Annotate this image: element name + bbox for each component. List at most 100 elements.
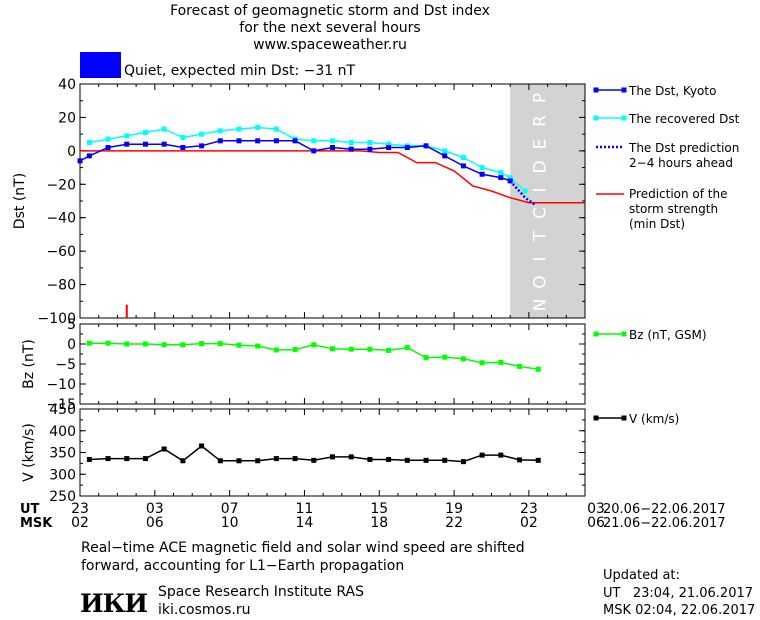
prediction-label-char: D (531, 160, 551, 173)
status-color-box (80, 52, 121, 78)
dst-kyoto-point (442, 153, 448, 159)
y-tick-label: −60 (46, 244, 76, 260)
dst-recovered-point (311, 138, 317, 144)
bz-point (311, 342, 317, 348)
msk-date-range: 21.06−22.06.2017 (603, 516, 726, 531)
msk-axis-label: MSK (20, 516, 53, 531)
v-legend-marker (593, 415, 599, 421)
ut-tick-label: 03 (587, 501, 605, 517)
dst-kyoto-point (199, 143, 205, 149)
v-point (442, 457, 448, 463)
msk-tick-label: 02 (71, 515, 89, 531)
dst-kyoto-point (180, 145, 186, 151)
bz-point (330, 346, 335, 352)
v-point (367, 456, 373, 462)
v-point (330, 454, 335, 460)
v-point (386, 456, 392, 462)
v-point (479, 452, 485, 458)
dst-recovered-point (86, 140, 92, 145)
dst-kyoto-point (142, 141, 148, 147)
dst-kyoto-point (367, 146, 373, 152)
v-point (180, 458, 186, 464)
v-point (217, 458, 223, 464)
dst-recovered-line (89, 126, 526, 192)
prediction-label-char: C (531, 207, 551, 219)
bz-point (460, 356, 466, 362)
chart-title: Forecast of geomagnetic storm and Dst in… (170, 3, 490, 19)
dst-kyoto-point (479, 171, 485, 177)
y-tick-label: −20 (46, 177, 76, 193)
ut-axis-label: UT (20, 502, 40, 517)
bz-legend-marker (593, 331, 599, 337)
bz-point (367, 346, 373, 352)
legend-dst-prediction: The Dst prediction 2−4 hours ahead (629, 141, 740, 170)
prediction-label-char: T (531, 230, 551, 242)
y-tick-label: −100 (38, 311, 76, 327)
dst-kyoto-point (311, 148, 317, 154)
y-tick-label: 250 (49, 489, 76, 505)
v-point (142, 456, 148, 462)
dst-kyoto-point (292, 138, 298, 144)
v-point (199, 443, 205, 449)
v-point (423, 457, 429, 463)
y-tick-label: −10 (46, 377, 76, 393)
updated-msk: MSK 02:04, 22.06.2017 (603, 603, 756, 618)
msk-tick-label: 18 (370, 515, 388, 531)
prediction-label-char: R (531, 115, 551, 127)
note-line-2: forward, accounting for L1−Earth propaga… (81, 558, 405, 574)
dst-kyoto-point (161, 141, 167, 147)
bz-point (180, 342, 186, 348)
bz-point (404, 345, 410, 351)
legend-v: V (km/s) (629, 412, 680, 426)
y-tick-label: 20 (58, 110, 76, 126)
institute-name: Space Research Institute RAS (158, 584, 364, 600)
legend-bz: Bz (nT, GSM) (629, 328, 707, 342)
dst-kyoto-line (79, 140, 511, 182)
y-tick-label: 400 (49, 424, 76, 440)
prediction-label-char: E (531, 139, 551, 150)
v-point (86, 456, 92, 462)
v-point (161, 446, 167, 452)
v-legend-marker (621, 415, 627, 421)
bz-point (161, 342, 167, 348)
v-point (255, 458, 261, 464)
dst-kyoto-point (217, 138, 223, 144)
ut-tick-label: 15 (370, 501, 388, 517)
bz-legend-marker (621, 331, 627, 337)
bz-point (442, 354, 448, 360)
dst-kyoto-point (255, 138, 261, 144)
prediction-label-char: I (531, 256, 551, 261)
bz-point (423, 355, 429, 361)
ut-date-range: 20.06−22.06.2017 (603, 502, 726, 517)
prediction-label-char: I (531, 187, 551, 192)
msk-tick-label: 14 (296, 515, 314, 531)
storm-strength-line (80, 150, 585, 204)
prediction-label-char: P (531, 93, 551, 103)
dst-kyoto-point (498, 175, 504, 181)
bz-point (386, 347, 392, 353)
y-tick-label: −40 (46, 211, 76, 227)
dst-kyoto-point (236, 138, 242, 144)
y-tick-label: 5 (67, 317, 76, 333)
bz-point (217, 341, 223, 347)
bz-point (199, 341, 205, 347)
v-point (273, 456, 279, 462)
dst-kyoto-point (386, 145, 392, 151)
dst-recovered-point (199, 131, 205, 137)
dst-recovered-point (479, 165, 485, 171)
ut-tick-label: 11 (296, 501, 314, 517)
dst-recovered-point (507, 175, 513, 181)
y-tick-label: 40 (58, 77, 76, 93)
bz-point (535, 366, 541, 372)
v-point (460, 459, 466, 465)
msk-tick-label: 10 (221, 515, 239, 531)
bz-point (86, 340, 92, 346)
y-tick-label: 300 (49, 467, 76, 483)
dst-kyoto-point (86, 153, 92, 159)
dst-recovered-point (124, 133, 130, 139)
y-tick-label: −15 (46, 397, 76, 413)
ut-tick-label: 23 (520, 501, 538, 517)
ut-tick-label: 07 (221, 501, 239, 517)
v-point (348, 454, 354, 460)
